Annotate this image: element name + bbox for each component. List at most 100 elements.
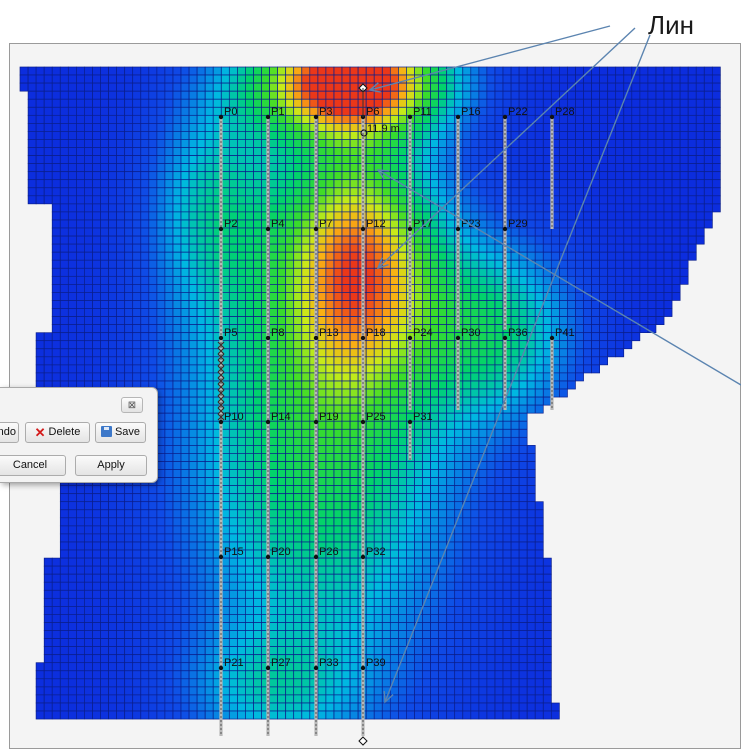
grid-cell xyxy=(607,243,617,253)
grid-cell xyxy=(711,82,721,92)
grid-cell xyxy=(132,485,142,495)
grid-cell xyxy=(357,90,367,100)
grid-cell xyxy=(253,243,262,253)
grid-cell xyxy=(663,74,673,84)
grid-cell xyxy=(341,581,351,591)
grid-cell xyxy=(583,106,592,116)
grid-cell xyxy=(293,203,303,213)
grid-cell xyxy=(301,123,311,132)
grid-cell xyxy=(373,147,383,156)
grid-cell xyxy=(430,243,440,253)
grid-cell xyxy=(470,284,480,293)
grid-cell xyxy=(679,66,689,76)
grid-cell xyxy=(510,630,520,639)
grid-cell xyxy=(172,485,182,495)
grid-cell xyxy=(116,589,125,599)
grid-cell xyxy=(245,82,254,92)
grid-cell xyxy=(253,227,262,237)
grid-cell xyxy=(494,469,504,478)
grid-cell xyxy=(414,396,423,406)
grid-cell xyxy=(526,98,536,108)
grid-cell xyxy=(204,477,214,487)
grid-cell xyxy=(293,324,303,334)
grid-cell xyxy=(237,461,246,470)
grid-cell xyxy=(269,82,279,92)
grid-cell xyxy=(301,412,311,422)
grid-cell xyxy=(92,251,101,261)
grid-cell xyxy=(542,396,552,406)
grid-cell xyxy=(373,493,383,503)
grid-cell xyxy=(567,203,576,213)
grid-cell xyxy=(124,106,134,116)
grid-cell xyxy=(623,106,633,116)
grid-cell xyxy=(317,557,327,567)
grid-cell xyxy=(398,211,407,221)
grid-cell xyxy=(180,155,190,165)
grid-cell xyxy=(526,565,536,575)
grid-cell xyxy=(172,82,182,92)
grid-cell xyxy=(583,211,592,221)
grid-cell xyxy=(43,356,53,366)
grid-cell xyxy=(687,203,697,213)
grid-cell xyxy=(711,98,721,108)
grid-cell xyxy=(293,622,303,631)
grid-cell xyxy=(180,123,190,132)
grid-cell xyxy=(172,300,182,309)
grid-cell xyxy=(325,267,335,277)
grid-cell xyxy=(67,195,77,205)
grid-cell xyxy=(470,356,480,366)
grid-cell xyxy=(253,284,262,293)
grid-cell xyxy=(116,131,125,140)
grid-cell xyxy=(245,356,254,366)
grid-cell xyxy=(583,308,592,317)
grid-cell xyxy=(333,267,343,277)
grid-cell xyxy=(325,565,335,575)
grid-cell xyxy=(140,171,150,181)
grid-cell xyxy=(470,428,480,438)
grid-cell xyxy=(438,155,448,165)
grid-cell xyxy=(639,308,649,317)
grid-cell xyxy=(430,251,440,261)
grid-cell xyxy=(67,557,77,567)
grid-cell xyxy=(567,139,576,148)
grid-cell xyxy=(51,98,61,108)
grid-cell xyxy=(253,171,262,181)
grid-cell xyxy=(253,453,262,462)
grid-cell xyxy=(237,557,246,567)
grid-cell xyxy=(583,131,592,140)
grid-cell xyxy=(438,428,448,438)
grid-cell xyxy=(381,348,391,358)
grid-cell xyxy=(502,412,512,422)
grid-cell xyxy=(59,372,69,382)
grid-cell xyxy=(542,123,552,132)
grid-cell xyxy=(196,436,206,446)
grid-cell xyxy=(599,131,608,140)
grid-cell xyxy=(67,606,77,615)
grid-cell xyxy=(422,340,431,350)
grid-cell xyxy=(51,557,61,567)
grid-cell xyxy=(59,243,69,253)
grid-cell xyxy=(510,163,520,173)
grid-cell xyxy=(301,90,311,100)
grid-cell xyxy=(365,267,375,277)
grid-cell xyxy=(196,155,206,165)
grid-cell xyxy=(679,131,689,140)
grid-cell xyxy=(454,445,464,454)
grid-cell xyxy=(132,98,142,108)
grid-cell xyxy=(703,163,713,173)
grid-cell xyxy=(293,356,303,366)
grid-cell xyxy=(341,131,351,140)
grid-cell xyxy=(124,372,134,382)
grid-cell xyxy=(438,565,448,575)
grid-cell xyxy=(43,147,53,156)
grid-cell xyxy=(526,131,536,140)
grid-cell xyxy=(148,364,158,374)
grid-cell xyxy=(188,211,198,221)
grid-cell xyxy=(430,235,440,245)
grid-cell xyxy=(108,284,117,293)
grid-cell xyxy=(494,533,504,543)
grid-cell xyxy=(140,493,150,503)
grid-cell xyxy=(679,235,689,245)
grid-cell xyxy=(245,114,254,124)
